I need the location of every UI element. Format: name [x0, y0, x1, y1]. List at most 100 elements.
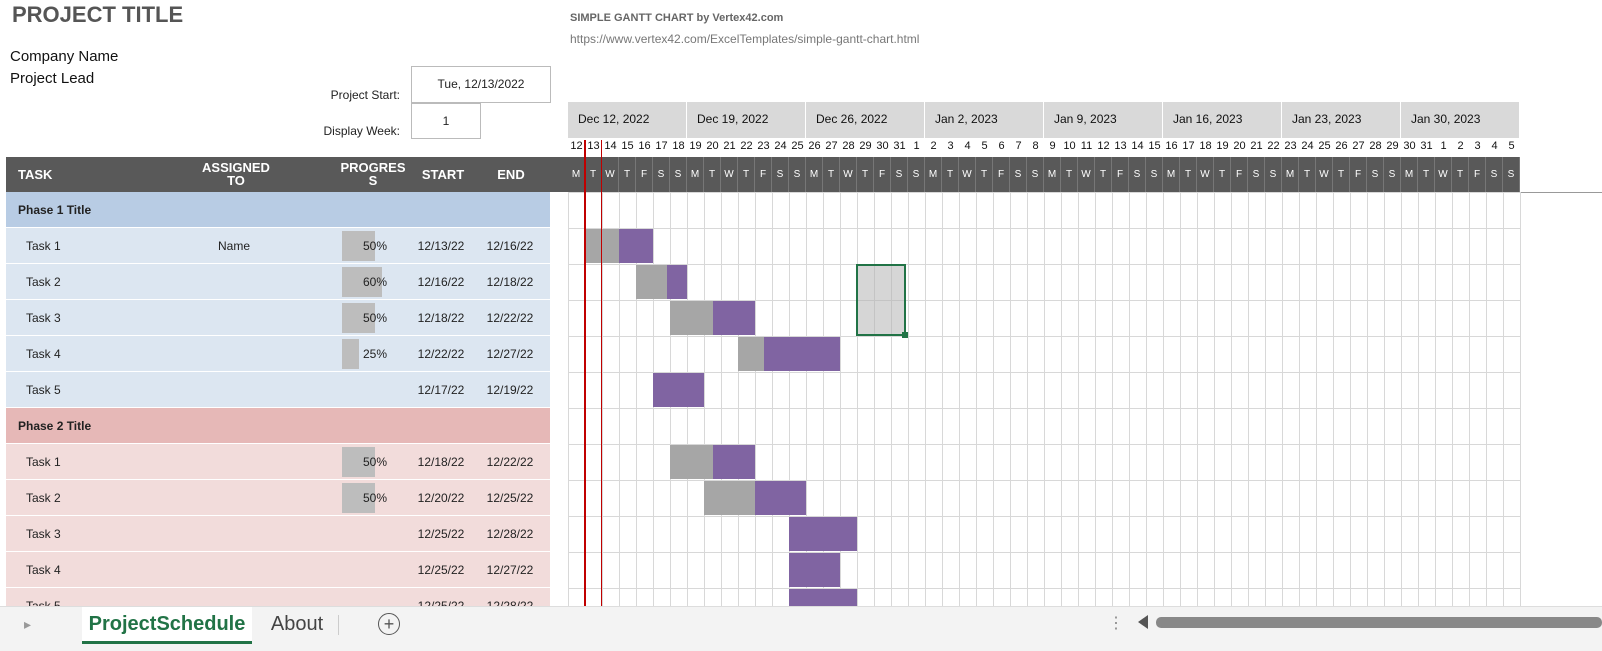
- day-number: 14: [604, 140, 617, 152]
- task-name[interactable]: Task 1: [26, 455, 61, 469]
- progress-value[interactable]: 50%: [362, 491, 388, 505]
- progress-value[interactable]: 25%: [362, 347, 388, 361]
- col-assigned[interactable]: ASSIGNED TO: [202, 160, 270, 188]
- fill-handle[interactable]: [902, 332, 908, 338]
- assigned-to[interactable]: Name: [217, 239, 250, 253]
- col-end[interactable]: END: [497, 167, 525, 182]
- day-number: 20: [706, 140, 719, 152]
- company-name[interactable]: Company Name: [10, 48, 119, 65]
- phase-row[interactable]: Phase 2 Title: [6, 408, 550, 444]
- phase-title[interactable]: Phase 2 Title: [18, 419, 92, 433]
- task-name[interactable]: Task 2: [26, 491, 61, 505]
- more-options-icon[interactable]: ⋮: [1108, 615, 1124, 632]
- start-date[interactable]: 12/13/22: [417, 239, 465, 253]
- display-week-input[interactable]: 1: [411, 103, 481, 139]
- progress-value[interactable]: 50%: [362, 239, 388, 253]
- progress-value[interactable]: 60%: [362, 275, 388, 289]
- progress-value[interactable]: [342, 372, 408, 408]
- assigned-to[interactable]: [206, 372, 262, 408]
- end-date[interactable]: 12/27/22: [486, 347, 534, 361]
- assigned-to[interactable]: [206, 264, 262, 300]
- day-letter: T: [823, 157, 840, 192]
- end-date[interactable]: 12/18/22: [486, 275, 534, 289]
- day-number: 31: [1420, 140, 1433, 152]
- col-progress[interactable]: PROGRES S: [340, 160, 406, 188]
- task-row[interactable]: Task 2 60% 12/16/22 12/18/22: [6, 264, 550, 300]
- progress-value[interactable]: [342, 516, 408, 552]
- task-name[interactable]: Task 2: [26, 275, 61, 289]
- start-date[interactable]: 12/22/22: [417, 347, 465, 361]
- hscroll-left-icon[interactable]: [1138, 615, 1148, 629]
- start-date[interactable]: 12/18/22: [417, 311, 465, 325]
- task-name[interactable]: Task 4: [26, 563, 61, 577]
- selected-range[interactable]: [856, 264, 908, 338]
- credit-title[interactable]: SIMPLE GANTT CHART by Vertex42.com: [570, 12, 784, 24]
- day-letter: S: [1265, 157, 1282, 192]
- day-letter: T: [857, 157, 874, 192]
- tab-scroll-left-icon[interactable]: ▸: [24, 616, 32, 632]
- task-name[interactable]: Task 3: [26, 311, 61, 325]
- table-header: TASK ASSIGNED TO PROGRES S START END: [6, 157, 568, 192]
- assigned-to[interactable]: [206, 444, 262, 480]
- grid-line: [1010, 192, 1011, 610]
- end-date[interactable]: 12/22/22: [486, 311, 534, 325]
- tab-projectschedule[interactable]: ProjectSchedule: [82, 607, 252, 644]
- tab-about[interactable]: About: [270, 613, 324, 635]
- task-row[interactable]: Task 5 12/17/22 12/19/22: [6, 372, 550, 408]
- day-number: 28: [1369, 140, 1382, 152]
- start-date[interactable]: 12/16/22: [417, 275, 465, 289]
- grid-line: [619, 192, 620, 610]
- grid-line: [738, 192, 739, 610]
- assigned-to[interactable]: [206, 516, 262, 552]
- task-name[interactable]: Task 1: [26, 239, 61, 253]
- day-number: 1: [913, 140, 920, 152]
- end-date[interactable]: 12/25/22: [486, 491, 534, 505]
- start-date[interactable]: 12/20/22: [417, 491, 465, 505]
- task-row[interactable]: Task 2 50% 12/20/22 12/25/22: [6, 480, 550, 516]
- horizontal-scrollbar[interactable]: [1156, 617, 1602, 628]
- task-row[interactable]: Task 4 25% 12/22/22 12/27/22: [6, 336, 550, 372]
- progress-bar: [342, 231, 375, 261]
- project-start-input[interactable]: Tue, 12/13/2022: [411, 66, 551, 103]
- end-date[interactable]: 12/16/22: [486, 239, 534, 253]
- task-row[interactable]: Task 1 50% 12/18/22 12/22/22: [6, 444, 550, 480]
- progress-bar: [342, 483, 375, 513]
- phase-title[interactable]: Phase 1 Title: [18, 203, 92, 217]
- week-header: Dec 26, 2022: [806, 102, 925, 138]
- end-date[interactable]: 12/28/22: [486, 527, 534, 541]
- week-header: Jan 9, 2023: [1044, 102, 1163, 138]
- grid-line: [942, 192, 943, 610]
- gantt-bar-remaining: [619, 229, 653, 263]
- task-name[interactable]: Task 4: [26, 347, 61, 361]
- task-row[interactable]: Task 3 50% 12/18/22 12/22/22: [6, 300, 550, 336]
- task-name[interactable]: Task 5: [26, 383, 61, 397]
- end-date[interactable]: 12/19/22: [486, 383, 534, 397]
- start-date[interactable]: 12/17/22: [417, 383, 465, 397]
- day-letter: W: [1197, 157, 1214, 192]
- task-row[interactable]: Task 3 12/25/22 12/28/22: [6, 516, 550, 552]
- assigned-to[interactable]: [206, 300, 262, 336]
- plus-circle-icon[interactable]: +: [378, 613, 400, 635]
- start-date[interactable]: 12/18/22: [417, 455, 465, 469]
- task-row[interactable]: Task 1 Name 50% 12/13/22 12/16/22: [6, 228, 550, 264]
- phase-row[interactable]: Phase 1 Title: [6, 192, 550, 228]
- start-date[interactable]: 12/25/22: [417, 527, 465, 541]
- assigned-to[interactable]: [206, 480, 262, 516]
- task-row[interactable]: Task 4 12/25/22 12/27/22: [6, 552, 550, 588]
- progress-value[interactable]: 50%: [362, 455, 388, 469]
- credit-url[interactable]: https://www.vertex42.com/ExcelTemplates/…: [570, 32, 920, 46]
- progress-bar: [342, 303, 375, 333]
- col-start[interactable]: START: [421, 167, 465, 182]
- col-task[interactable]: TASK: [18, 167, 53, 182]
- grid-line: [1027, 192, 1028, 610]
- assigned-to[interactable]: [206, 336, 262, 372]
- end-date[interactable]: 12/27/22: [486, 563, 534, 577]
- project-lead[interactable]: Project Lead: [10, 70, 95, 87]
- progress-value[interactable]: 50%: [362, 311, 388, 325]
- progress-value[interactable]: [342, 552, 408, 588]
- task-name[interactable]: Task 3: [26, 527, 61, 541]
- start-date[interactable]: 12/25/22: [417, 563, 465, 577]
- assigned-to[interactable]: [206, 552, 262, 588]
- end-date[interactable]: 12/22/22: [486, 455, 534, 469]
- project-title[interactable]: PROJECT TITLE: [12, 2, 184, 27]
